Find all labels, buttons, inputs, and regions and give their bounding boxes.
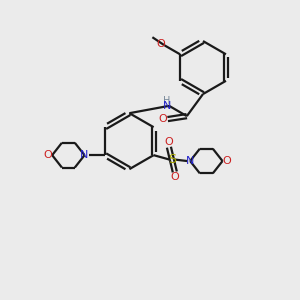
Text: O: O: [158, 114, 167, 124]
Text: O: O: [223, 156, 231, 166]
Text: H: H: [163, 95, 170, 106]
Text: S: S: [168, 153, 176, 166]
Text: N: N: [186, 156, 194, 166]
Text: O: O: [157, 39, 165, 49]
Text: O: O: [170, 172, 179, 182]
Text: O: O: [44, 150, 52, 160]
Text: N: N: [80, 150, 89, 160]
Text: O: O: [164, 137, 173, 147]
Text: N: N: [163, 101, 171, 111]
